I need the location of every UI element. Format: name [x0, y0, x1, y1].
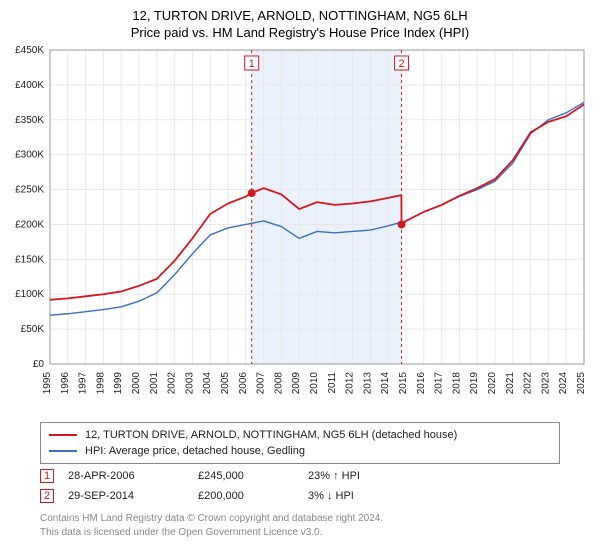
sale-delta: 23% ↑ HPI [308, 470, 418, 482]
chart-plot-area: £0 £50K £100K £150K £200K £250K £300K £350K £400… [0, 44, 600, 414]
sale-date: 29-SEP-2014 [68, 490, 198, 502]
svg-text:2013: 2013 [362, 372, 373, 395]
svg-text:2018: 2018 [451, 372, 462, 395]
svg-text:2016: 2016 [416, 372, 427, 395]
svg-text:2005: 2005 [220, 372, 231, 395]
svg-text:£50K: £50K [21, 324, 45, 335]
legend-label-hpi: HPI: Average price, detached house, Gedl… [85, 445, 305, 457]
legend-item-hpi: HPI: Average price, detached house, Gedl… [49, 443, 551, 459]
chart-container: 12, TURTON DRIVE, ARNOLD, NOTTINGHAM, NG… [0, 0, 600, 560]
svg-text:2017: 2017 [434, 372, 445, 395]
svg-text:2019: 2019 [469, 372, 480, 395]
sales-annotation-table: 1 28-APR-2006 £245,000 23% ↑ HPI 2 29-SE… [40, 466, 560, 506]
svg-text:£300K: £300K [15, 150, 44, 161]
attribution-block: Contains HM Land Registry data © Crown c… [40, 512, 560, 539]
svg-text:£400K: £400K [15, 80, 44, 91]
svg-text:2011: 2011 [327, 372, 338, 394]
legend-swatch-hpi [49, 450, 77, 452]
svg-text:2012: 2012 [345, 372, 356, 395]
sale-marker-icon: 2 [40, 489, 54, 503]
sale-row-2: 2 29-SEP-2014 £200,000 3% ↓ HPI [40, 486, 560, 506]
svg-text:£350K: £350K [15, 115, 44, 126]
svg-text:£250K: £250K [15, 185, 44, 196]
svg-text:£150K: £150K [15, 254, 44, 265]
svg-text:1998: 1998 [95, 372, 106, 395]
legend-box: 12, TURTON DRIVE, ARNOLD, NOTTINGHAM, NG… [40, 422, 560, 464]
svg-text:2009: 2009 [291, 372, 302, 395]
chart-svg: £0 £50K £100K £150K £200K £250K £300K £350K £400… [0, 44, 600, 414]
svg-text:1997: 1997 [78, 372, 89, 395]
attribution-line2: This data is licensed under the Open Gov… [40, 526, 560, 540]
svg-text:1995: 1995 [42, 372, 53, 395]
sale-price: £200,000 [198, 490, 308, 502]
svg-text:1996: 1996 [60, 372, 71, 395]
chart-subtitle: Price paid vs. HM Land Registry's House … [0, 25, 600, 40]
svg-text:2024: 2024 [558, 372, 569, 395]
sale-row-1: 1 28-APR-2006 £245,000 23% ↑ HPI [40, 466, 560, 486]
svg-text:2003: 2003 [184, 372, 195, 395]
svg-text:2: 2 [398, 58, 404, 70]
svg-text:2004: 2004 [202, 372, 213, 395]
svg-text:2010: 2010 [309, 372, 320, 395]
svg-text:2015: 2015 [398, 372, 409, 395]
sale-price: £245,000 [198, 470, 308, 482]
svg-text:£450K: £450K [15, 45, 44, 56]
title-block: 12, TURTON DRIVE, ARNOLD, NOTTINGHAM, NG… [0, 0, 600, 40]
svg-text:1999: 1999 [113, 372, 124, 395]
svg-text:£200K: £200K [15, 219, 44, 230]
svg-text:1: 1 [249, 58, 255, 70]
sale-delta: 3% ↓ HPI [308, 490, 418, 502]
svg-text:2006: 2006 [238, 372, 249, 395]
svg-text:2021: 2021 [505, 372, 516, 395]
svg-text:2025: 2025 [576, 372, 587, 395]
sale-date: 28-APR-2006 [68, 470, 198, 482]
sale-marker-icon: 1 [40, 469, 54, 483]
legend-swatch-property [49, 434, 77, 436]
svg-text:£0: £0 [33, 359, 45, 370]
legend-label-property: 12, TURTON DRIVE, ARNOLD, NOTTINGHAM, NG… [85, 429, 457, 441]
svg-text:2000: 2000 [131, 372, 142, 395]
svg-text:2002: 2002 [167, 372, 178, 395]
svg-text:2007: 2007 [256, 372, 267, 395]
svg-text:£100K: £100K [15, 289, 44, 300]
svg-text:2001: 2001 [149, 372, 160, 395]
svg-text:2020: 2020 [487, 372, 498, 395]
svg-text:2022: 2022 [523, 372, 534, 395]
legend-item-property: 12, TURTON DRIVE, ARNOLD, NOTTINGHAM, NG… [49, 427, 551, 443]
chart-title-address: 12, TURTON DRIVE, ARNOLD, NOTTINGHAM, NG… [0, 8, 600, 23]
svg-text:2023: 2023 [540, 372, 551, 395]
svg-text:2014: 2014 [380, 372, 391, 395]
attribution-line1: Contains HM Land Registry data © Crown c… [40, 512, 560, 526]
svg-text:2008: 2008 [273, 372, 284, 395]
